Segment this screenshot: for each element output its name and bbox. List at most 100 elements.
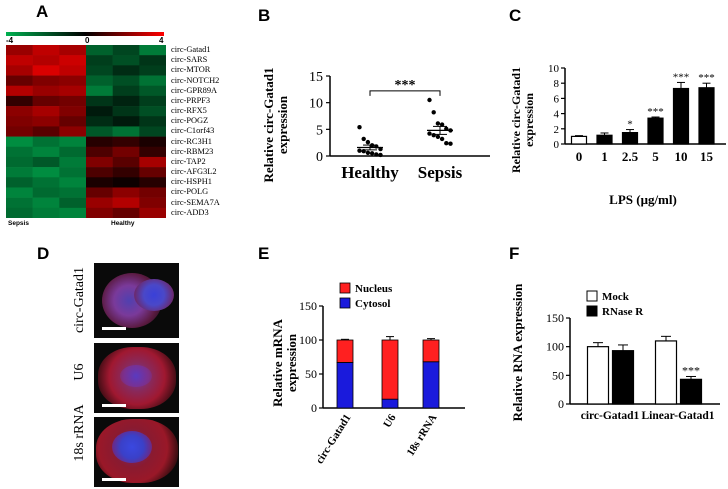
heatmap-row-label: circ-NOTCH2 (171, 75, 220, 85)
significance-marker: *** (698, 72, 715, 84)
heatmap-cell (6, 146, 33, 158)
heatmap-row-label: circ-HSPH1 (171, 177, 212, 187)
y-tick-label: 50 (552, 368, 564, 382)
heatmap-cell (86, 85, 113, 97)
heatmap-cell (86, 187, 113, 198)
data-point (365, 150, 371, 155)
bar (621, 131, 639, 145)
heatmap-cell (32, 75, 60, 87)
heatmap-cell (139, 75, 166, 87)
heatmap-cell (6, 106, 33, 117)
y-tick-label: 5 (316, 123, 323, 138)
heatmap-row-label: circ-TAP2 (171, 156, 206, 166)
heatmap-cell (6, 207, 33, 218)
legend-swatch (586, 290, 598, 302)
heatmap-cell (86, 65, 113, 76)
data-point (427, 97, 432, 103)
heatmap-cell (112, 167, 140, 178)
heatmap-cell (86, 45, 113, 56)
heatmap-row-label: circ-POGZ (171, 116, 209, 126)
heatmap-cell (59, 106, 87, 117)
x-tick-label: 10 (675, 149, 688, 164)
heatmap-cell (6, 116, 33, 127)
heatmap-cell (112, 95, 140, 107)
heatmap-cell (6, 187, 33, 198)
cell-nucleus (120, 365, 152, 387)
data-point (427, 131, 432, 136)
panel-letter-a: A (36, 2, 49, 21)
panel-e-ylabel: Relative mRNA expression (270, 319, 299, 407)
heatmap-cell (112, 126, 140, 137)
heatmap-cell (32, 136, 60, 148)
y-tick-label: 0 (316, 150, 323, 165)
cell-body (134, 279, 174, 311)
data-point (439, 122, 445, 127)
colorbar-min-label: -4 (6, 36, 14, 45)
data-point (365, 139, 371, 145)
x-tick-label: Sepsis (418, 163, 463, 182)
y-tick-label: 15 (309, 70, 323, 85)
heatmap-cell (112, 177, 140, 188)
heatmap-cell (86, 136, 113, 148)
heatmap-cell (112, 197, 140, 209)
data-point (361, 136, 366, 142)
panel-f-ylabel: Relative RNA expression (510, 283, 525, 422)
heatmap-cell (32, 126, 60, 137)
data-point (444, 141, 449, 146)
bar-segment (422, 339, 440, 363)
heatmap-cell (86, 95, 113, 107)
scale-bar (102, 327, 126, 330)
y-tick-label: 6 (554, 93, 560, 105)
heatmap-cell (86, 177, 113, 188)
heatmap-cell (86, 197, 113, 209)
heatmap-cell (32, 146, 60, 158)
heatmap-cell (59, 65, 87, 76)
panel-d-label-3: 18s rRNA (72, 404, 87, 462)
y-tick-label: 0 (558, 397, 564, 411)
heatmap-cell (112, 65, 140, 76)
heatmap-cell (139, 177, 166, 188)
panel-c-ylabel: Relative circ-Gatad1 expression (509, 66, 536, 174)
heatmap-cell (32, 85, 60, 97)
y-tick-label: 4 (554, 109, 560, 121)
heatmap-cell (139, 156, 166, 168)
heatmap-cell (139, 116, 166, 127)
heatmap-cell (6, 75, 33, 87)
heatmap-cell (32, 65, 60, 76)
heatmap-cell (59, 146, 87, 158)
heatmap-cell (86, 126, 113, 137)
panel-c-xlabel: LPS (μg/ml) (609, 192, 677, 207)
heatmap-cell (59, 75, 87, 87)
legend-label: Mock (602, 291, 630, 303)
x-tick-label: Linear-Gatad1 (641, 410, 714, 422)
heatmap-cell (59, 156, 87, 168)
scale-bar (102, 404, 126, 407)
colorbar-max-label: 4 (159, 36, 164, 45)
y-tick-label: 10 (548, 63, 560, 75)
heatmap-cell (139, 146, 166, 158)
heatmap-cell (139, 197, 166, 209)
panel-b-ylabel: Relative circ-Gatad1 expression (261, 67, 290, 183)
bar-segment (381, 339, 399, 400)
bar-segment (336, 339, 354, 363)
heatmap-cell (32, 167, 60, 178)
y-tick-label: 2 (554, 124, 560, 136)
significance-marker: * (627, 119, 633, 131)
data-point (378, 152, 383, 158)
legend-label: RNase R (602, 306, 644, 318)
significance-marker: *** (395, 78, 416, 93)
heatmap-cell (139, 136, 166, 148)
heatmap-cell (86, 55, 113, 66)
heatmap-row-label: circ-POLG (171, 187, 209, 197)
heatmap-cell (112, 55, 140, 66)
heatmap-cell (139, 55, 166, 66)
heatmap-row-label: circ-Gatad1 (171, 45, 211, 54)
bar (672, 87, 690, 145)
data-point (435, 121, 441, 126)
bar (570, 135, 588, 145)
heatmap-cell (59, 207, 87, 218)
heatmap-cell (6, 167, 33, 178)
bar (611, 350, 635, 405)
x-tick-label: 5 (652, 149, 659, 164)
